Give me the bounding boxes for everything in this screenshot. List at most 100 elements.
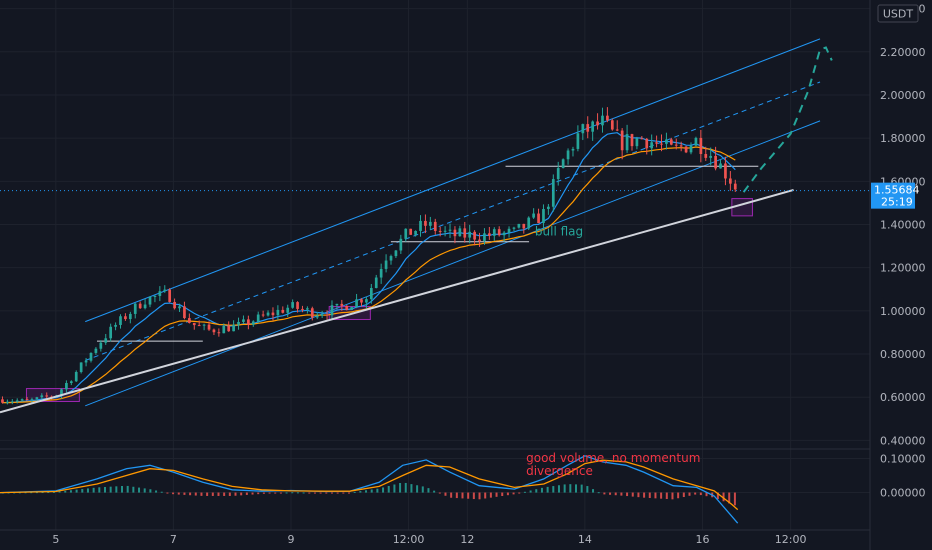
candle-body xyxy=(148,296,152,305)
candle-body xyxy=(394,250,398,257)
histogram-bar xyxy=(450,492,453,498)
candle-body xyxy=(1,399,4,403)
candle-body xyxy=(365,299,368,303)
histogram-bar xyxy=(421,486,424,493)
macd-axis[interactable]: 0.10000 0.00000 xyxy=(880,453,926,500)
histogram-bar xyxy=(478,492,481,500)
histogram-bar xyxy=(64,490,67,493)
histogram-bar xyxy=(404,482,407,493)
candle-body xyxy=(247,319,250,325)
channel-lower xyxy=(85,120,821,407)
candle-body xyxy=(10,401,14,403)
histogram-bar xyxy=(160,491,163,493)
histogram-bar xyxy=(733,492,736,506)
candle-body xyxy=(222,325,226,334)
candle-body xyxy=(335,303,339,306)
histogram-bar xyxy=(671,492,674,500)
histogram-bar xyxy=(251,492,254,495)
candle-body xyxy=(650,142,654,149)
price-tick-1: 2.20000 xyxy=(880,46,926,59)
histogram-bar xyxy=(132,486,135,493)
candle-body xyxy=(124,316,127,320)
histogram-bar xyxy=(330,492,333,494)
candle-countdown: 25:19 xyxy=(881,196,913,209)
candle-body xyxy=(537,213,540,224)
histogram-bar xyxy=(69,490,72,493)
candle-body xyxy=(655,142,658,144)
macd-pane: good volume, no momentum divergence xyxy=(0,451,739,524)
candle-body xyxy=(561,159,565,169)
candle-body xyxy=(45,395,49,397)
candle-body xyxy=(330,305,334,316)
candle-body xyxy=(428,221,432,226)
candle-body xyxy=(507,228,511,233)
candle-body xyxy=(610,120,614,130)
candle-body xyxy=(665,139,668,144)
candle-body xyxy=(517,223,521,228)
candle-body xyxy=(645,138,649,149)
histogram-bar xyxy=(75,489,78,493)
time-tick-3: 12:00 xyxy=(393,533,425,546)
candle-body xyxy=(84,360,88,363)
histogram-bar xyxy=(115,486,118,493)
histogram-bar xyxy=(563,484,566,493)
candle-body xyxy=(153,295,157,297)
time-tick-6: 16 xyxy=(695,533,709,546)
histogram-bar xyxy=(637,492,640,498)
candles xyxy=(1,107,737,405)
histogram-bar xyxy=(660,492,663,499)
histogram-bar xyxy=(455,492,458,499)
candle-body xyxy=(689,145,693,153)
histogram-bar xyxy=(416,485,419,493)
candle-body xyxy=(384,260,388,269)
candle-body xyxy=(340,303,344,306)
histogram-bar xyxy=(399,483,402,493)
price-tick-9: 0.60000 xyxy=(880,391,926,404)
candle-body xyxy=(266,312,270,316)
candle-body xyxy=(606,115,609,121)
projection-line xyxy=(742,46,833,193)
candle-body xyxy=(433,221,437,231)
histogram-bar xyxy=(586,486,589,493)
candle-body xyxy=(399,238,403,251)
time-tick-4: 12 xyxy=(460,533,474,546)
candle-body xyxy=(601,115,604,126)
histogram-bar xyxy=(438,492,441,494)
candle-body xyxy=(488,233,491,236)
price-tick-6: 1.20000 xyxy=(880,262,926,275)
histogram-bar xyxy=(86,488,89,493)
candle-body xyxy=(547,206,550,210)
support-trendline xyxy=(0,188,794,414)
candle-body xyxy=(20,399,24,401)
candle-body xyxy=(729,178,732,184)
candle-body xyxy=(448,229,452,231)
time-tick-5: 14 xyxy=(578,533,592,546)
candle-body xyxy=(733,183,737,190)
histogram-bar xyxy=(518,492,521,494)
histogram-bar xyxy=(699,492,702,496)
currency-badge[interactable]: USDT xyxy=(877,4,919,23)
time-axis[interactable]: 5 7 9 12:00 12 14 16 12:00 xyxy=(52,533,806,546)
candle-body xyxy=(669,139,673,145)
candle-body xyxy=(350,307,354,310)
candle-body xyxy=(478,239,481,242)
histogram-bar xyxy=(382,487,385,493)
candle-body xyxy=(360,299,363,303)
histogram-bar xyxy=(552,486,555,493)
histogram-bar xyxy=(461,492,464,499)
histogram-bar xyxy=(325,492,328,494)
price-tick-7: 1.00000 xyxy=(880,305,926,318)
candle-body xyxy=(306,308,309,310)
last-price-label: 1.55684 25:19 xyxy=(871,182,920,209)
histogram-bar xyxy=(575,484,578,493)
candle-body xyxy=(374,277,378,289)
histogram-bar xyxy=(359,491,362,493)
candle-body xyxy=(310,308,314,318)
histogram-bar xyxy=(370,489,373,493)
candle-body xyxy=(581,124,585,134)
candle-body xyxy=(168,289,172,302)
candle-body xyxy=(704,154,708,158)
candle-body xyxy=(251,321,255,325)
